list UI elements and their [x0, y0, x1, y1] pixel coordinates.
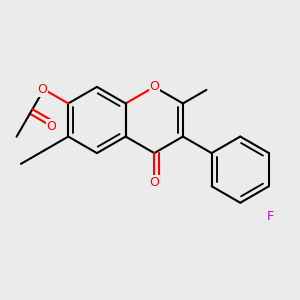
Text: O: O: [37, 83, 47, 96]
Text: F: F: [266, 210, 273, 223]
Text: O: O: [46, 120, 56, 133]
Text: O: O: [149, 176, 159, 189]
Text: O: O: [149, 80, 159, 93]
